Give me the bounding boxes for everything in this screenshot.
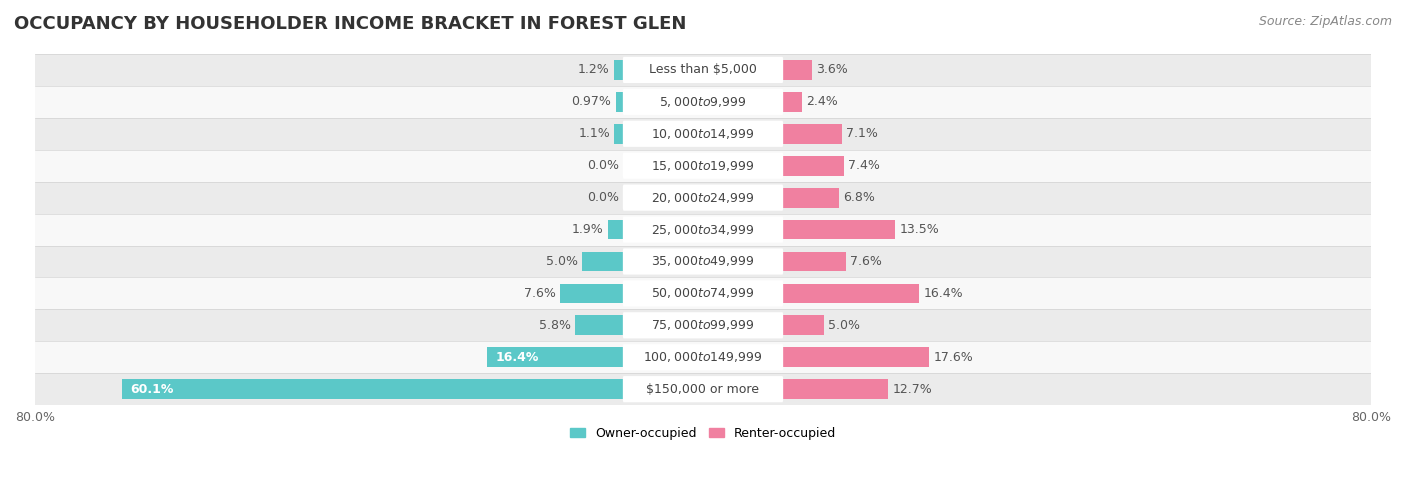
Text: $15,000 to $19,999: $15,000 to $19,999	[651, 159, 755, 173]
Bar	[782, 316, 824, 335]
Bar	[35, 341, 1371, 373]
Bar	[582, 252, 624, 271]
Text: $10,000 to $14,999: $10,000 to $14,999	[651, 127, 755, 141]
Bar	[35, 309, 1371, 341]
Bar	[782, 156, 844, 176]
Text: 7.6%: 7.6%	[851, 255, 882, 268]
Bar	[486, 347, 624, 367]
Text: 5.8%: 5.8%	[538, 319, 571, 332]
Bar	[782, 92, 803, 112]
Text: Source: ZipAtlas.com: Source: ZipAtlas.com	[1258, 15, 1392, 28]
Text: 2.4%: 2.4%	[807, 95, 838, 108]
Text: 3.6%: 3.6%	[817, 63, 848, 76]
Bar	[35, 245, 1371, 278]
Bar	[122, 379, 624, 399]
Text: 1.2%: 1.2%	[578, 63, 609, 76]
Text: 1.9%: 1.9%	[572, 223, 603, 236]
Bar	[782, 252, 846, 271]
Bar	[782, 379, 889, 399]
Text: 7.1%: 7.1%	[846, 127, 877, 140]
FancyBboxPatch shape	[623, 89, 783, 115]
Bar	[560, 283, 624, 303]
Bar	[35, 182, 1371, 214]
Bar	[614, 124, 624, 144]
Text: 16.4%: 16.4%	[495, 351, 538, 364]
Bar	[782, 220, 896, 240]
Text: 7.4%: 7.4%	[848, 159, 880, 172]
Text: 5.0%: 5.0%	[546, 255, 578, 268]
Bar	[607, 220, 624, 240]
FancyBboxPatch shape	[623, 376, 783, 402]
Text: 0.0%: 0.0%	[588, 191, 620, 204]
Bar	[35, 54, 1371, 86]
Text: 5.0%: 5.0%	[828, 319, 860, 332]
Bar	[35, 150, 1371, 182]
Bar	[35, 86, 1371, 118]
Bar	[35, 214, 1371, 245]
Text: $75,000 to $99,999: $75,000 to $99,999	[651, 318, 755, 332]
Text: $50,000 to $74,999: $50,000 to $74,999	[651, 286, 755, 300]
FancyBboxPatch shape	[623, 248, 783, 275]
Text: $35,000 to $49,999: $35,000 to $49,999	[651, 255, 755, 268]
Text: $150,000 or more: $150,000 or more	[647, 383, 759, 396]
Text: 7.6%: 7.6%	[524, 287, 555, 300]
Text: 6.8%: 6.8%	[844, 191, 875, 204]
Text: $100,000 to $149,999: $100,000 to $149,999	[644, 350, 762, 364]
Bar	[575, 316, 624, 335]
Bar	[782, 187, 839, 207]
Bar	[782, 60, 813, 80]
Text: 12.7%: 12.7%	[893, 383, 932, 396]
Text: 17.6%: 17.6%	[934, 351, 973, 364]
FancyBboxPatch shape	[623, 281, 783, 306]
Bar	[35, 373, 1371, 405]
Text: $25,000 to $34,999: $25,000 to $34,999	[651, 223, 755, 237]
Bar	[616, 92, 624, 112]
Text: 0.97%: 0.97%	[571, 95, 612, 108]
Bar	[782, 347, 929, 367]
Text: 1.1%: 1.1%	[578, 127, 610, 140]
Text: $20,000 to $24,999: $20,000 to $24,999	[651, 190, 755, 205]
FancyBboxPatch shape	[623, 185, 783, 211]
FancyBboxPatch shape	[623, 121, 783, 147]
FancyBboxPatch shape	[623, 312, 783, 338]
Text: $5,000 to $9,999: $5,000 to $9,999	[659, 95, 747, 109]
Text: 0.0%: 0.0%	[588, 159, 620, 172]
FancyBboxPatch shape	[623, 344, 783, 370]
Text: 16.4%: 16.4%	[924, 287, 963, 300]
Bar	[782, 124, 842, 144]
Bar	[35, 278, 1371, 309]
Text: OCCUPANCY BY HOUSEHOLDER INCOME BRACKET IN FOREST GLEN: OCCUPANCY BY HOUSEHOLDER INCOME BRACKET …	[14, 15, 686, 33]
FancyBboxPatch shape	[623, 152, 783, 179]
FancyBboxPatch shape	[623, 57, 783, 83]
Legend: Owner-occupied, Renter-occupied: Owner-occupied, Renter-occupied	[565, 422, 841, 445]
Text: 60.1%: 60.1%	[131, 383, 173, 396]
Bar	[35, 118, 1371, 150]
FancyBboxPatch shape	[623, 216, 783, 243]
Bar	[782, 283, 920, 303]
Bar	[613, 60, 624, 80]
Text: Less than $5,000: Less than $5,000	[650, 63, 756, 76]
Text: 13.5%: 13.5%	[900, 223, 939, 236]
